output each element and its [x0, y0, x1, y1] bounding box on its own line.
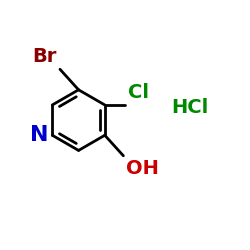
Text: N: N — [30, 125, 48, 145]
Text: Br: Br — [33, 47, 57, 66]
Text: HCl: HCl — [172, 98, 209, 117]
Text: Cl: Cl — [128, 83, 149, 102]
Text: OH: OH — [126, 159, 159, 178]
